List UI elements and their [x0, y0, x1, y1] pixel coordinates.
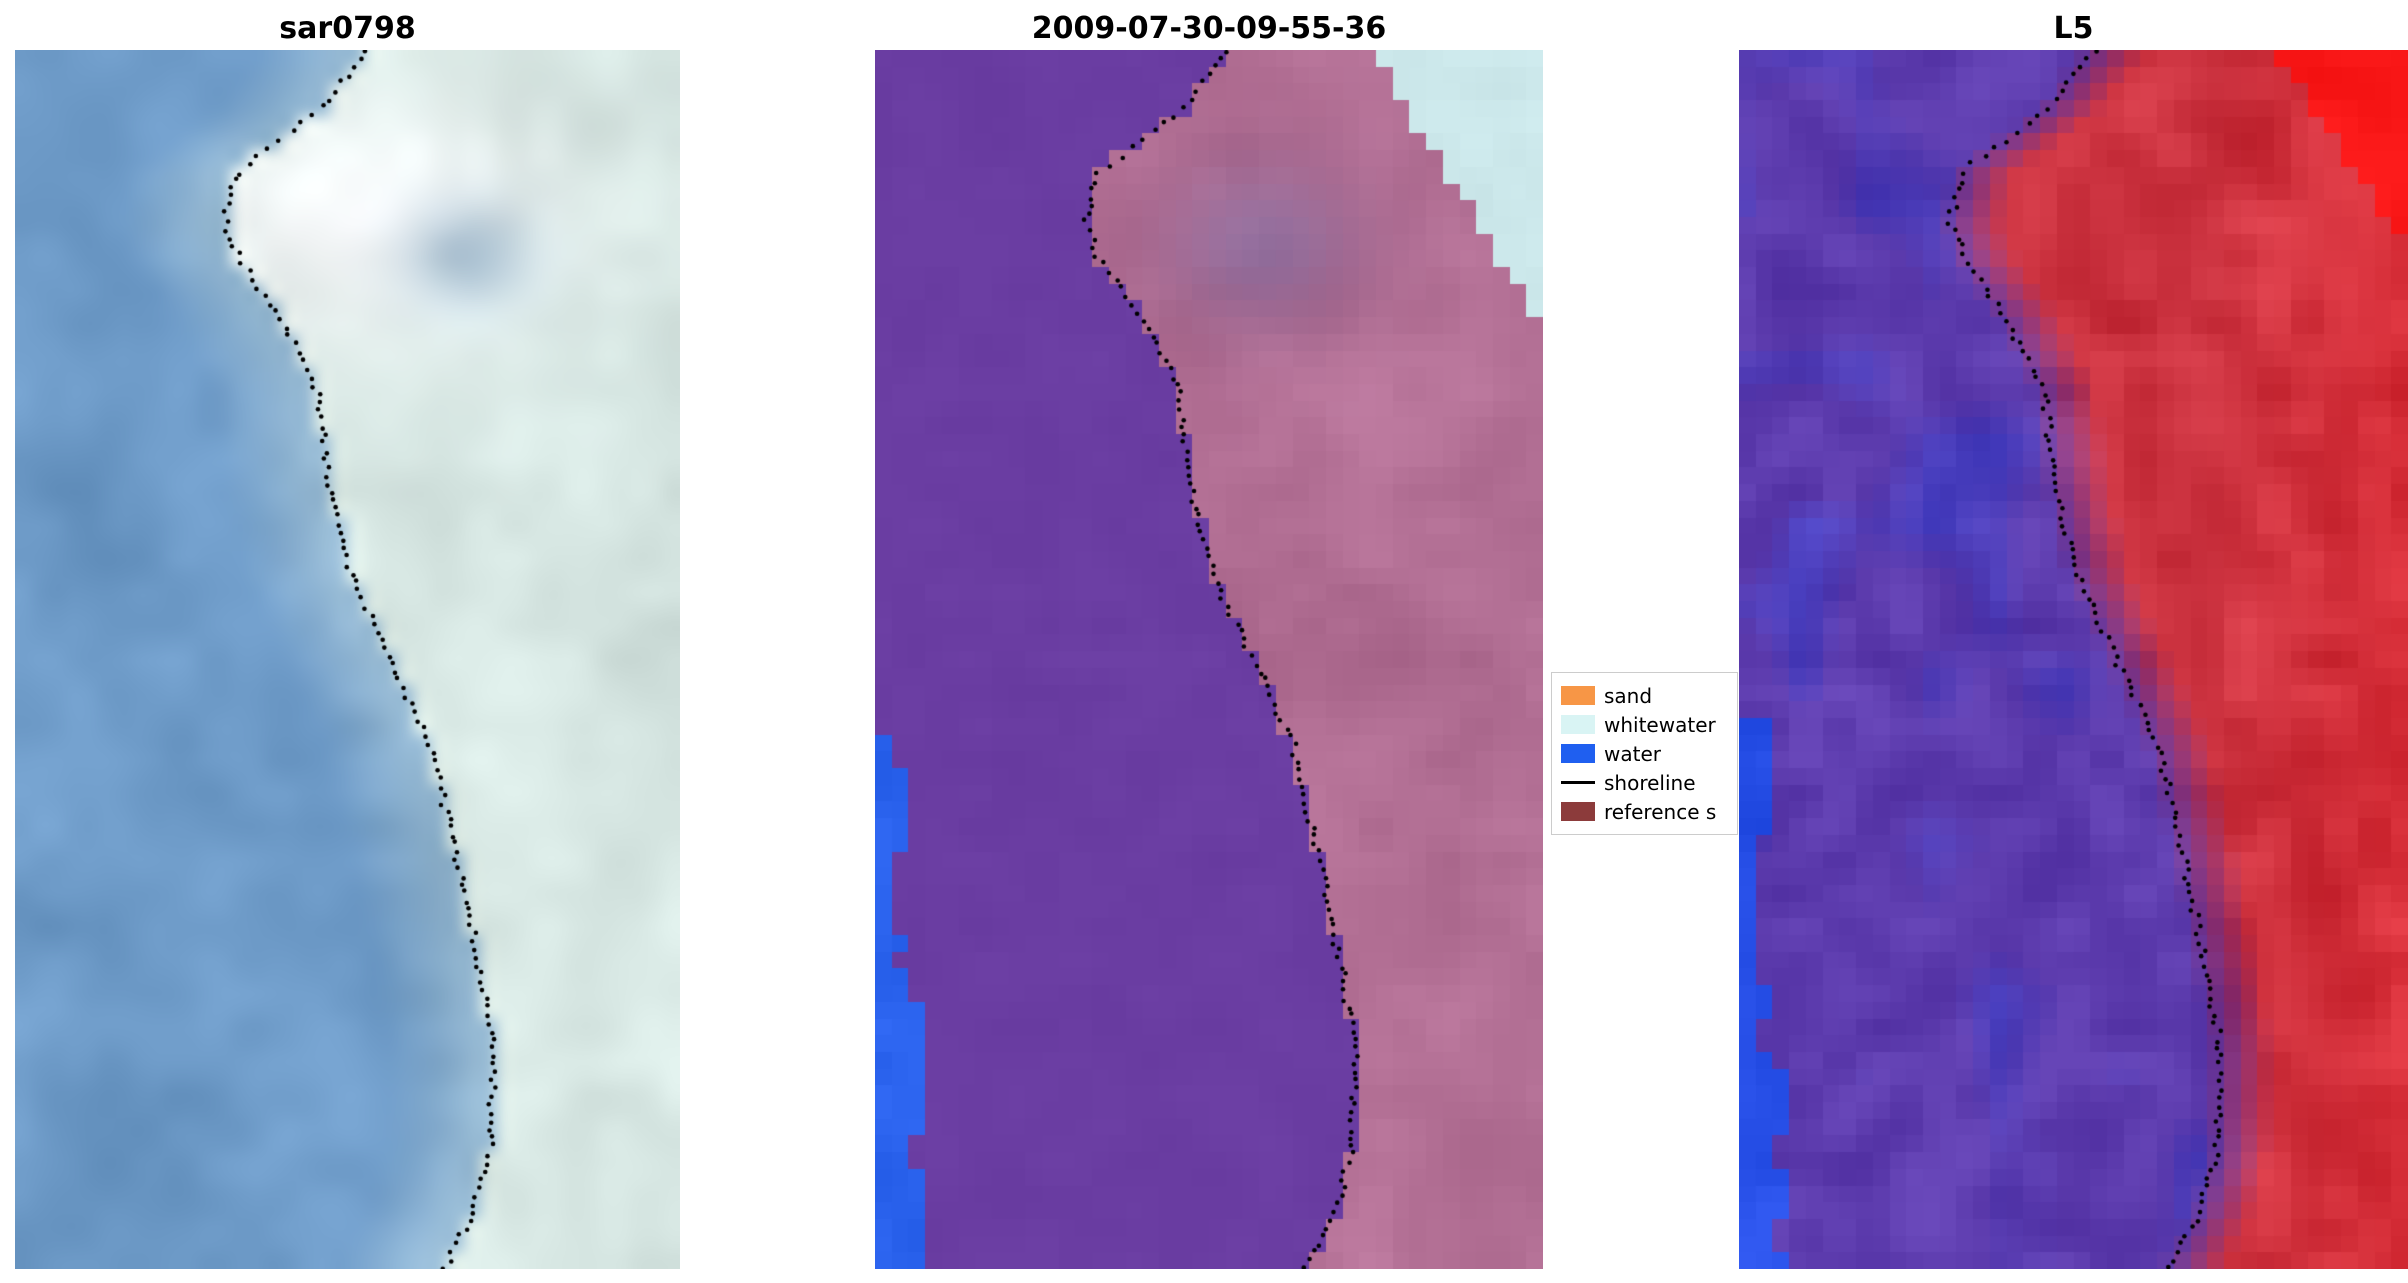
legend-label-whitewater: whitewater: [1604, 712, 1716, 737]
legend-label-reference-shoreline: reference s: [1604, 799, 1717, 824]
reference-shoreline-swatch: [1561, 802, 1595, 821]
panel-title-sar: sar0798: [279, 11, 416, 46]
sar-image: [15, 50, 680, 1269]
sand-swatch: [1561, 686, 1595, 705]
legend-entry-shoreline: shoreline: [1561, 768, 1737, 797]
legend-entry-whitewater: whitewater: [1561, 710, 1737, 739]
panel-title-l5: L5: [2053, 11, 2094, 46]
panel-title-classified: 2009-07-30-09-55-36: [1031, 11, 1387, 46]
l5-image: [1739, 50, 2408, 1269]
whitewater-swatch: [1561, 715, 1595, 734]
classified-image: [875, 50, 1543, 1269]
panel-classified: 2009-07-30-09-55-36: [875, 8, 1543, 1269]
legend-entry-sand: sand: [1561, 681, 1737, 710]
legend-label-water: water: [1604, 741, 1661, 766]
panel-sar: sar0798: [15, 8, 680, 1269]
legend-label-shoreline: shoreline: [1604, 770, 1696, 795]
panel-l5: L5: [1739, 8, 2408, 1269]
shoreline-swatch: [1561, 781, 1595, 784]
legend-label-sand: sand: [1604, 683, 1653, 708]
legend-entry-reference-shoreline: reference s: [1561, 797, 1737, 826]
legend: sand whitewater water shoreline referenc…: [1551, 672, 1738, 835]
water-swatch: [1561, 744, 1595, 763]
legend-entry-water: water: [1561, 739, 1737, 768]
